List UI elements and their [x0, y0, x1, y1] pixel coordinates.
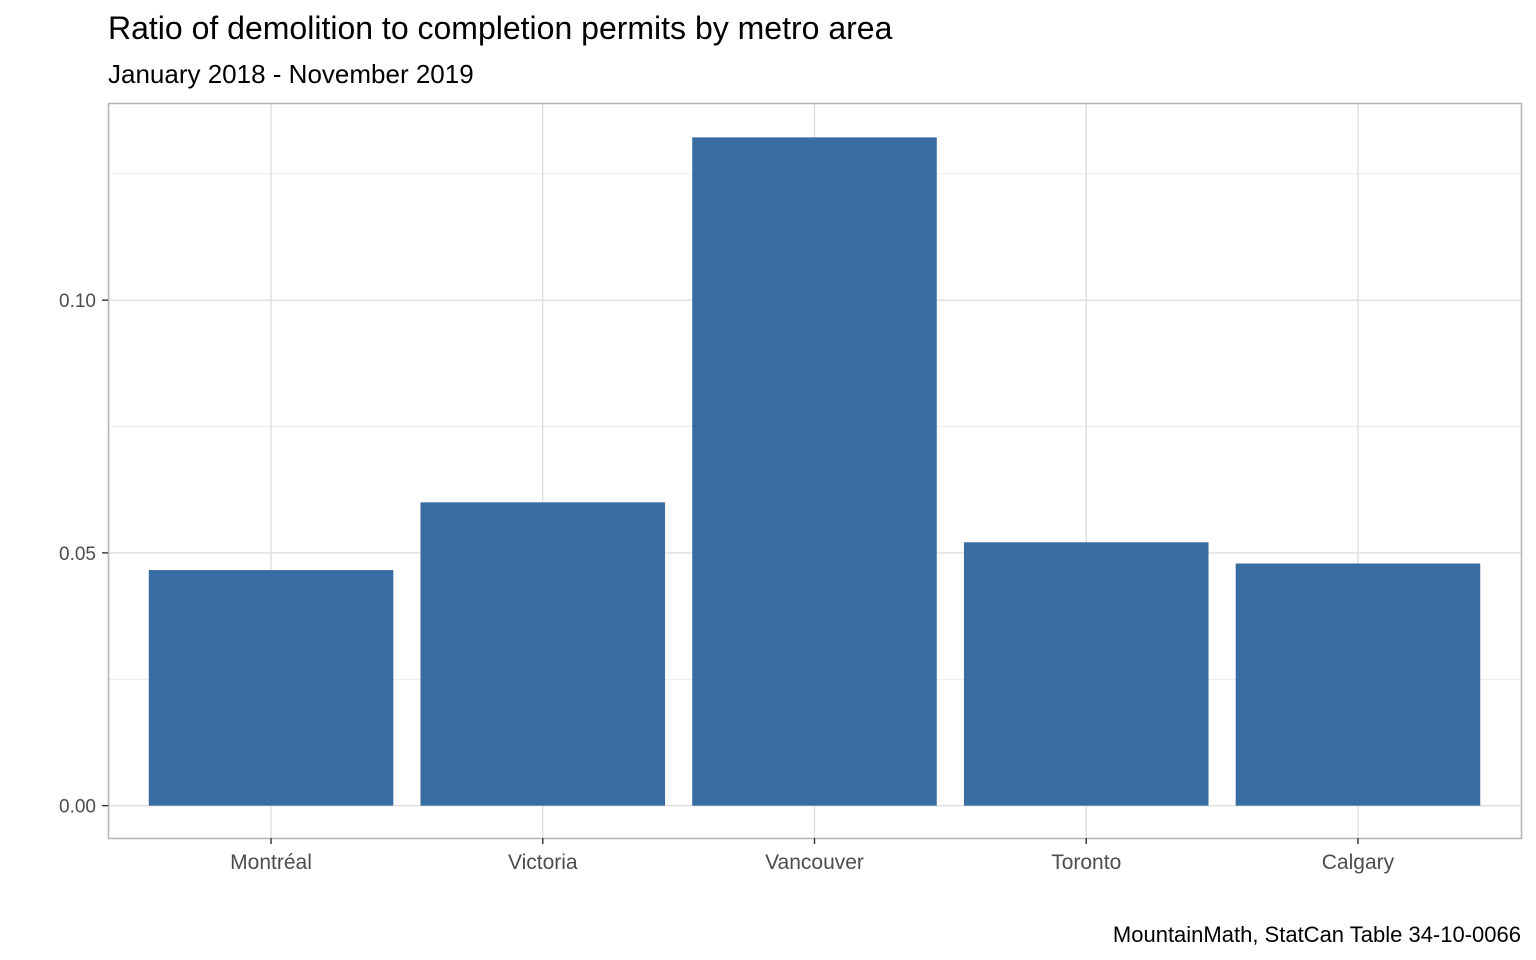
- y-tick-label: 0.05: [59, 544, 96, 565]
- x-tick-label: Calgary: [1322, 851, 1395, 874]
- x-axis: Montréal Victoria Vancouver Toronto Calgary: [230, 838, 1395, 874]
- bar: [963, 542, 1209, 806]
- chart-subtitle: January 2018 - November 2019: [108, 59, 474, 89]
- x-tick-label: Montréal: [230, 851, 312, 874]
- x-tick-label: Toronto: [1051, 851, 1121, 874]
- chart-title: Ratio of demolition to completion permit…: [108, 10, 893, 46]
- bar: [420, 502, 666, 806]
- bars: [148, 137, 1481, 806]
- chart-caption: MountainMath, StatCan Table 34-10-0066: [1113, 922, 1521, 947]
- y-axis: 0.00 0.05 0.10: [59, 291, 108, 818]
- x-tick-label: Victoria: [508, 851, 578, 874]
- y-tick-label: 0.10: [59, 291, 96, 312]
- x-tick-label: Vancouver: [765, 851, 864, 874]
- y-tick-label: 0.00: [59, 797, 96, 818]
- bar: [148, 570, 394, 806]
- bar: [692, 137, 937, 806]
- bar: [1235, 563, 1481, 806]
